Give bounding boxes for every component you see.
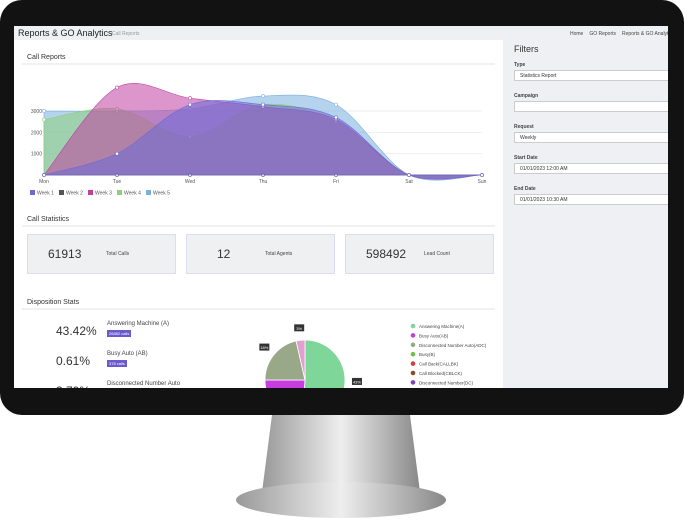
point — [42, 173, 46, 177]
screen: Reports & GO Analytics Call Reports Home… — [14, 26, 668, 388]
page-subtitle: Call Reports — [112, 31, 140, 37]
pie-label-bg — [351, 377, 362, 385]
stat-value: 61913 — [48, 247, 82, 261]
legend-dot — [410, 351, 416, 357]
legend-dot — [410, 380, 416, 385]
stat-card: 598492 Lead Count — [345, 234, 494, 274]
breadcrumb-item[interactable]: GO Reports — [589, 31, 617, 37]
disposition-label: Answering Machine (A) — [107, 321, 170, 327]
pie-label: 43% — [353, 379, 361, 384]
legend-swatch — [30, 190, 35, 195]
filters-panel: Filters Type Statistics Report Campaign Req… — [503, 40, 668, 388]
legend-dot — [410, 370, 416, 376]
section-title: Disposition Stats — [27, 299, 80, 306]
filter-label: End Date — [514, 186, 536, 192]
disposition-percent: 0.61% — [56, 354, 91, 368]
point — [334, 115, 338, 120]
legend-label: Week 5 — [153, 191, 170, 197]
disposition-label: Busy Auto (AB) — [107, 351, 148, 357]
stat-card: 12 Total Agents — [186, 234, 335, 274]
dashboard-graphics: Call Reports Call Statistics Disposition S… — [22, 54, 495, 388]
disposition-badge: 26882 calls — [107, 330, 132, 337]
point — [115, 151, 119, 156]
legend-label: Week 1 — [37, 191, 54, 197]
x-tick-label: Sun — [478, 179, 487, 185]
filter-label: Type — [514, 62, 526, 68]
disposition-percent: 3.79% — [56, 384, 90, 388]
point — [42, 109, 46, 113]
page-title: Reports & GO Analytics — [18, 28, 113, 38]
breadcrumb: Home GO Reports Reports & GO Analytics — [570, 31, 668, 37]
pie-slice — [303, 339, 346, 388]
section-title: Call Reports — [27, 54, 66, 61]
pie-label: 18% — [260, 345, 268, 350]
legend-label: Week 4 — [124, 191, 141, 197]
stat-card: 61913 Total Calls — [27, 234, 176, 274]
filter-input[interactable] — [514, 101, 668, 112]
disposition-label: Disconnected Number Auto — [107, 381, 181, 387]
pie-slice — [295, 339, 306, 381]
legend-label: Answering Machine(A) — [419, 324, 465, 329]
x-tick-label: Wed — [185, 179, 195, 185]
legend-dot — [410, 323, 416, 329]
point — [407, 173, 411, 177]
y-tick-label: 3000 — [31, 109, 42, 115]
y-tick-label: 1000 — [31, 152, 42, 158]
point — [188, 102, 192, 107]
point — [115, 85, 119, 90]
x-tick-label: Mon — [39, 179, 49, 185]
legend-dot — [410, 342, 416, 348]
point — [188, 96, 192, 101]
stat-value: 598492 — [366, 247, 407, 261]
point — [261, 102, 265, 107]
filter-label: Start Date — [514, 155, 538, 161]
breadcrumb-item[interactable]: Home — [570, 31, 584, 37]
pie-label-bg — [294, 324, 305, 332]
section-title: Call Statistics — [27, 216, 70, 223]
x-tick-label: Sat — [405, 179, 413, 185]
legend-swatch — [117, 190, 122, 195]
pie-label: 3% — [296, 326, 302, 331]
stat-label: Total Calls — [106, 251, 130, 257]
y-tick-label: 2000 — [31, 130, 42, 136]
x-tick-label: Thu — [259, 179, 268, 185]
x-tick-label: Fri — [333, 179, 339, 185]
stat-value: 12 — [217, 247, 231, 261]
legend-label: Call Blocked(CBLCK) — [419, 371, 463, 376]
legend-swatch — [146, 190, 151, 195]
stat-label: Lead Count — [424, 251, 450, 257]
breadcrumb-item[interactable]: Reports & GO Analytics — [622, 31, 668, 37]
legend-dot — [410, 333, 416, 338]
pie-label-bg — [259, 343, 270, 351]
header: Reports & GO Analytics Call Reports Home… — [14, 26, 668, 40]
disposition-badge: 378 calls — [107, 360, 127, 367]
pie-slice — [264, 340, 306, 381]
filter-input[interactable]: 01/01/2023 10:30 AM — [514, 194, 668, 205]
pie-slice — [264, 379, 306, 388]
legend-label: Week 3 — [95, 191, 112, 197]
legend-swatch — [88, 190, 93, 195]
legend-label: Disconnected Number Auto(ADC) — [419, 343, 487, 348]
legend-label: Busy(B) — [419, 352, 436, 357]
filter-label: Request — [514, 124, 534, 130]
filter-input[interactable]: Weekly — [514, 132, 668, 143]
disposition-percent: 43.42% — [56, 324, 97, 338]
stat-label: Total Agents — [265, 251, 293, 257]
x-tick-label: Tue — [113, 179, 122, 185]
filter-input[interactable]: 01/01/2023 12:00 AM — [514, 163, 668, 174]
legend-swatch — [59, 190, 64, 195]
point — [42, 117, 46, 122]
filter-label: Campaign — [514, 93, 539, 99]
point — [334, 102, 338, 107]
legend-label: Week 2 — [66, 191, 83, 197]
point — [480, 173, 484, 177]
legend-label: Call Back(CALLBK) — [419, 362, 459, 367]
filters-title: Filters — [514, 44, 539, 54]
filter-input[interactable]: Statistics Report — [514, 70, 668, 81]
point — [261, 94, 265, 98]
legend-label: Busy Auto(AB) — [419, 333, 449, 338]
legend-label: Disconnected Number(DC) — [419, 380, 474, 385]
legend-dot — [410, 361, 416, 366]
